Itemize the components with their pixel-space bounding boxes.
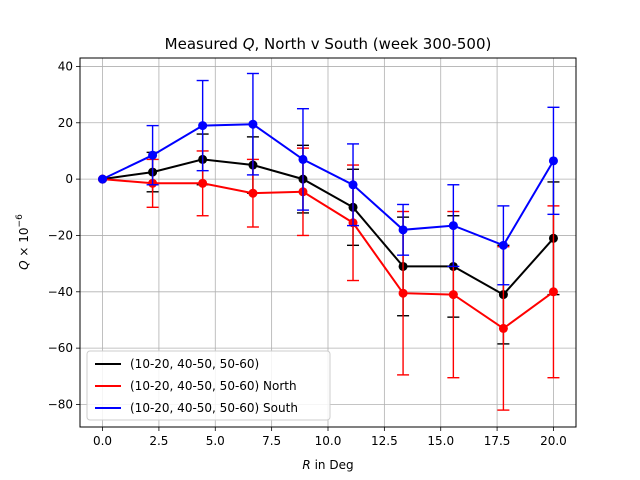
legend-label: (10-20, 40-50, 50-60) South (130, 401, 298, 415)
x-tick-label: 20.0 (540, 434, 567, 448)
legend-label: (10-20, 40-50, 50-60) (130, 357, 259, 371)
x-tick-label: 15.0 (427, 434, 454, 448)
title-part-1: Measured (165, 35, 243, 53)
x-tick-label: 5.0 (206, 434, 225, 448)
ylabel-part-3: −6 (15, 214, 25, 228)
legend-label: (10-20, 40-50, 50-60) North (130, 379, 297, 393)
series-2 (98, 147, 560, 411)
x-tick-label: 12.5 (371, 434, 398, 448)
x-tick-label: 0.0 (93, 434, 112, 448)
series-line (102, 178, 555, 330)
y-tick-label: −80 (48, 397, 73, 411)
data-point (348, 180, 358, 190)
x-tick-label: 7.5 (262, 434, 281, 448)
xlabel-part-2: in Deg (311, 458, 354, 472)
data-point (198, 178, 208, 188)
y-tick-label: 0 (65, 172, 73, 186)
data-point (498, 240, 508, 250)
y-tick-label: −40 (48, 285, 73, 299)
data-point (548, 156, 558, 166)
data-point (198, 121, 208, 131)
legend: (10-20, 40-50, 50-60) (10-20, 40-50, 50-6… (86, 350, 331, 421)
series-layer (98, 72, 560, 411)
title-part-3: , North v South (week 300-500) (255, 35, 492, 53)
data-point (98, 174, 108, 184)
data-point (398, 225, 408, 235)
chart-title: Measured Q, North v South (week 300-500) (165, 35, 492, 53)
data-point (248, 188, 258, 198)
x-tick-label: 2.5 (149, 434, 168, 448)
x-tick-label: 10.0 (315, 434, 342, 448)
data-point (248, 119, 258, 129)
ylabel-part-1: Q (17, 260, 31, 269)
y-tick-label: −20 (48, 228, 73, 242)
series-3 (98, 72, 560, 286)
data-point (148, 150, 158, 160)
xlabel-part-1: R (302, 458, 310, 472)
ticks: 0.0 2.5 5.0 7.5 10.0 12.5 15.0 17.5 20.0 40 20 0 −20… (48, 59, 567, 448)
data-point (298, 154, 308, 164)
data-point (448, 221, 458, 231)
y-tick-label: −60 (48, 341, 73, 355)
y-tick-label: 40 (58, 59, 73, 73)
x-tick-label: 17.5 (484, 434, 511, 448)
ylabel-part-2: × 10 (17, 227, 31, 260)
legend-box (86, 350, 331, 421)
y-axis-label: Q × 10−6 (15, 214, 31, 270)
x-axis-label: R in Deg (302, 458, 353, 472)
title-part-2: Q (243, 35, 255, 53)
data-point (398, 288, 408, 298)
data-point (448, 290, 458, 300)
series-line (102, 158, 555, 296)
y-tick-label: 20 (58, 116, 73, 130)
series-line (102, 123, 555, 247)
data-point (498, 323, 508, 333)
data-point (548, 287, 558, 297)
